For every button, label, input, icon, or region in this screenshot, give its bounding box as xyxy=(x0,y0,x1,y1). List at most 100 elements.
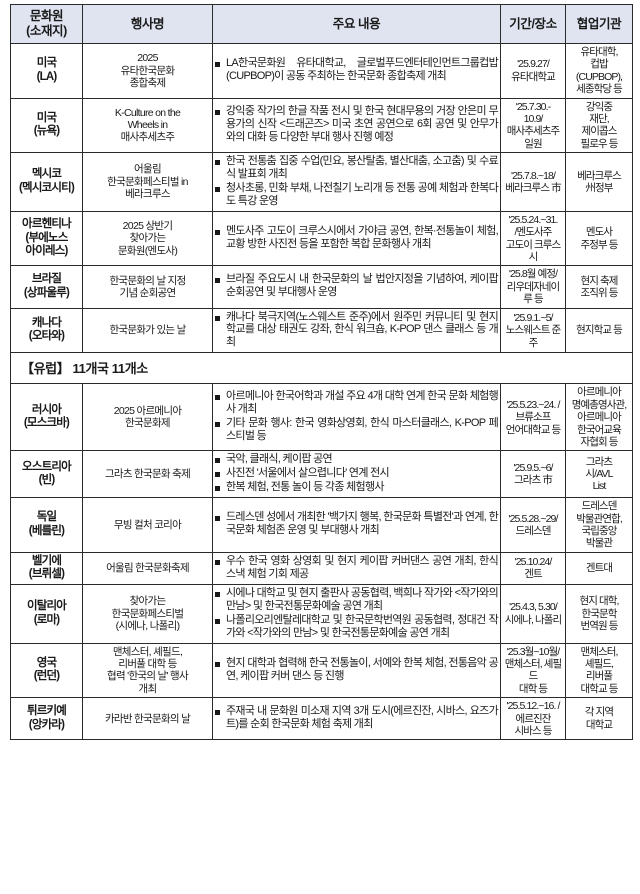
event-name-line: 개최 xyxy=(138,682,158,695)
event-name-line: 베라크루스 xyxy=(125,188,171,201)
event-name-line: (시에나, 나폴리) xyxy=(115,619,180,632)
content-bullet-list: 한국 전통춤 집중 수업(민요, 봉산탈춤, 별산대춤, 소고춤) 및 수료식 … xyxy=(215,155,499,208)
cell-cultural-center: 튀르키예 (앙카라) xyxy=(10,697,83,741)
table-row: 미국 (LA) 2025 유타한국문화 종합축제 LA한국문화원 유타대학교, 글로벌푸드… xyxy=(10,43,633,99)
period-place-line: /멘도사주 xyxy=(514,226,552,239)
city-label: (앙카라) xyxy=(28,718,65,731)
content-bullet-list: 현지 대학과 협력해 한국 전통놀이, 서예와 한복 체험, 전통음악 공연, … xyxy=(215,657,499,683)
cell-period-place: '25.10.24/겐트 xyxy=(500,551,566,585)
cell-main-content: 주재국 내 문화원 미소재 지역 3개 도시(에르진잔, 시바스, 요즈가트)를… xyxy=(212,697,501,741)
cell-event-name: 2025 유타한국문화 종합축제 xyxy=(82,43,213,99)
partner-organization-line: 자협회 등 xyxy=(580,435,618,448)
header-row: 문화원 (소재지) 행사명 주요 내용 기간/장소 협업기관 xyxy=(10,4,633,44)
country-label: 벨기에 xyxy=(31,554,62,567)
partner-organization-line: 아르메니아 xyxy=(577,386,622,399)
country-label: 브라질 xyxy=(31,273,62,286)
period-place-line: 리우데자네이루 등 xyxy=(506,280,560,306)
header-center: 문화원 (소재지) xyxy=(10,4,83,44)
content-bullet-item: 주재국 내 문화원 미소재 지역 3개 도시(에르진잔, 시바스, 요즈가트)를… xyxy=(215,705,499,731)
country-label: 오스트리아 xyxy=(22,460,72,473)
cell-cultural-center: 이탈리아 (로마) xyxy=(10,583,83,644)
country-label: 이탈리아 xyxy=(26,600,67,613)
cell-period-place: '25.7.8.~18/베라크루스 市 xyxy=(500,152,566,212)
event-name-line: 어울림 한국문화축제 xyxy=(106,562,190,575)
cell-event-name: 맨체스터, 셰필드, 리버풀 대학 등 협력 '한국의 날' 행사 개최 xyxy=(82,642,213,699)
content-bullet-item: 현지 대학과 협력해 한국 전통놀이, 서예와 한복 체험, 전통음악 공연, … xyxy=(215,657,499,683)
partner-organization-line: 州정부 xyxy=(585,181,613,194)
period-place-line: 시에나, 나폴리 xyxy=(504,613,563,626)
content-bullet-item: 기타 문화 행사: 한국 영화상영회, 한식 마스터클래스, K-POP 페스티… xyxy=(215,417,499,443)
period-place-line: '25.3월~10월/ xyxy=(506,645,560,658)
header-label-line1: 기간/장소 xyxy=(509,16,557,31)
cell-period-place: '25.9.27/유타대학교 xyxy=(500,43,566,99)
cell-main-content: LA한국문화원 유타대학교, 글로벌푸드엔터테인먼트그룹컵밥(CUPBOP)이 … xyxy=(212,43,501,99)
partner-organization-line: 재단, xyxy=(589,112,609,125)
header-label-line2: (소재지) xyxy=(26,24,67,38)
table-row: 미국 (뉴욕) K-Culture on the Wheels in 매사추세츠주 강익중… xyxy=(10,97,633,153)
cell-partner-organization: 강익중 재단, 제이콥스 필로우 등 xyxy=(565,97,633,153)
city-label: (베를린) xyxy=(28,524,65,537)
cell-partner-organization: 겐트대 xyxy=(565,551,633,585)
table-header: 문화원 (소재지) 행사명 주요 내용 기간/장소 협업기관 xyxy=(10,4,633,44)
period-place-line: 베라크루스 市 xyxy=(505,181,561,194)
cell-event-name: K-Culture on the Wheels in 매사추세츠주 xyxy=(82,97,213,153)
country-label: 튀르키예 xyxy=(26,705,67,718)
period-place-line: 브류소프 xyxy=(515,411,551,424)
period-place-line: 고도이 크루스시 xyxy=(505,238,561,263)
event-name-line: 그라츠 한국문화 축제 xyxy=(104,468,191,481)
event-name-line: 2025 상반기 xyxy=(122,220,173,233)
event-name-line: Wheels in xyxy=(127,119,169,132)
cell-partner-organization: 현지 축제 조직위 등 xyxy=(565,265,633,309)
cell-main-content: 강익중 작가의 한글 작품 전시 및 한국 현대무용의 거장 안은미 무용가의 … xyxy=(212,97,501,153)
period-place-line: '25.7.30.- xyxy=(515,100,551,113)
partner-organization-line: 대학교 등 xyxy=(580,682,618,695)
header-event-name: 행사명 xyxy=(82,4,213,44)
partner-organization-line: 한국문학 xyxy=(581,607,617,620)
partner-organization-line: 셰필드, xyxy=(584,658,614,671)
partner-organization-line: 제이콥스 xyxy=(581,125,617,138)
partner-organization-line: 필로우 등 xyxy=(580,137,618,150)
event-name-line: 종합축제 xyxy=(129,76,167,89)
city-label: (오타와) xyxy=(28,330,65,343)
cell-period-place: '25.5.12.~16. / 에르진잔 시바스 등 xyxy=(500,697,566,741)
period-place-line: 겐트 xyxy=(524,568,542,581)
period-place-line: 에르진잔 xyxy=(515,712,551,725)
event-name-line: 카라반 한국문화의 날 xyxy=(104,712,191,725)
city-label: (상파울루) xyxy=(23,286,70,299)
event-name-line: 협력 '한국의 날' 행사 xyxy=(107,670,189,683)
partner-organization-line: 멘도사 xyxy=(585,226,613,239)
period-place-line: '25.9.5.~6/ xyxy=(513,461,553,474)
period-place-line: 맨체스터, 셰필드 xyxy=(504,658,563,683)
period-place-line: 대학 등 xyxy=(518,682,548,695)
event-name-line: 리버풀 대학 등 xyxy=(118,658,177,671)
event-name-line: 찾아가는 xyxy=(129,232,167,245)
cell-main-content: 드레스덴 성에서 개최한 '백가지 행복, 한국문화 특별전'과 연계, 한국문… xyxy=(212,497,501,553)
content-bullet-list: LA한국문화원 유타대학교, 글로벌푸드엔터테인먼트그룹컵밥(CUPBOP)이 … xyxy=(215,57,499,83)
period-place-line: '25.9.1.~5/ xyxy=(513,311,553,324)
content-bullet-item: 우수 한국 영화 상영회 및 현지 케이팝 커버댄스 공연 개최, 한식 스낵 … xyxy=(215,555,499,581)
header-period-place: 기간/장소 xyxy=(500,4,566,44)
cell-event-name: 어울림 한국문화축제 xyxy=(82,551,213,585)
period-place-line: '25.9.27/ xyxy=(517,58,550,71)
table-row: 브라질 (상파울루) 한국문화의 날 지정 기념 순회공연 브라질 주요도시 내 한국문… xyxy=(10,265,633,309)
cell-event-name: 한국문화의 날 지정 기념 순회공연 xyxy=(82,265,213,309)
period-place-line: 드레스덴 xyxy=(515,524,551,537)
content-bullet-list: 국악, 클래식, 케이팝 공연 사진전 '서울에서 살으렵니다' 연계 전시 한복 … xyxy=(215,453,498,494)
header-label-line1: 주요 내용 xyxy=(332,16,381,31)
partner-organization-line: 번역원 등 xyxy=(580,619,618,632)
cell-main-content: 브라질 주요도시 내 한국문화의 날 법안지정을 기념하여, 케이팝 순회공연 … xyxy=(212,265,501,309)
city-label: (모스크바) xyxy=(23,417,70,430)
city-label: (빈) xyxy=(38,474,56,487)
cell-partner-organization: 베라크루스 州정부 xyxy=(565,152,633,212)
country-label: 러시아 xyxy=(31,403,62,416)
event-name-line: 어울림 xyxy=(134,163,162,176)
event-name-line: 매사추세츠주 xyxy=(120,131,175,144)
country-label: 멕시코 xyxy=(31,168,62,181)
event-name-line: 2025 xyxy=(137,52,158,65)
event-name-line: 2025 아르메니아 xyxy=(113,404,182,417)
partner-organization-line: 박물관연합, xyxy=(576,512,623,525)
table-row: 벨기에 (브뤼셀) 어울림 한국문화축제 우수 한국 영화 상영회 및 현지 케이팝 … xyxy=(10,551,633,585)
content-bullet-list: 우수 한국 영화 상영회 및 현지 케이팝 커버댄스 공연 개최, 한식 스낵 … xyxy=(215,555,499,581)
period-place-line: '25.10.24/ xyxy=(514,555,553,568)
cell-partner-organization: 멘도사 주정부 등 xyxy=(565,210,633,267)
